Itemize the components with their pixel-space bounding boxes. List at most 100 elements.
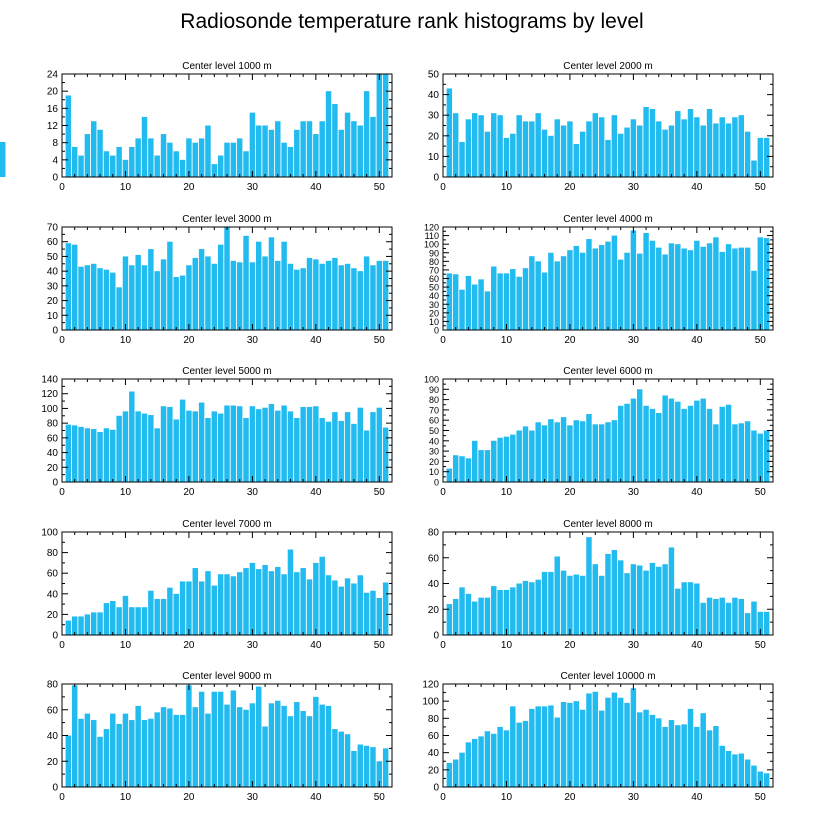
panel-title: Center level 2000 m [563,61,653,72]
y-tick-label: 20 [429,308,439,318]
histogram-bar [116,146,122,177]
histogram-bar [675,244,681,330]
histogram-bar [744,131,751,177]
histogram-bar [84,428,91,482]
histogram-bar [249,406,256,482]
histogram-bar [548,571,554,635]
histogram-bar [211,164,218,178]
histogram-bar [167,406,173,482]
histogram-bar [141,413,148,482]
y-tick-label: 24 [47,70,59,81]
x-tick-label: 40 [310,640,322,651]
y-tick-label: 60 [428,731,440,742]
x-tick-label: 10 [501,335,513,346]
histogram-bar [135,607,141,635]
histogram-bar [160,707,167,787]
histogram-bar [522,268,529,330]
histogram-bar [567,250,573,330]
histogram-bar [65,95,72,177]
x-tick-label: 30 [628,182,640,193]
histogram-bar [719,117,725,177]
histogram-bar [332,580,338,635]
histogram-bar [256,241,262,330]
histogram-bar [0,141,6,177]
x-tick-label: 50 [374,487,386,498]
y-tick-label: 4 [52,155,58,166]
histogram-bar [503,273,510,330]
histogram-bar [675,725,681,787]
histogram-bar [592,691,599,787]
x-tick-label: 40 [310,335,322,346]
histogram-bar [275,410,281,482]
histogram-bar [376,260,383,330]
histogram-bar [236,262,243,330]
y-tick-label: 16 [47,104,59,115]
histogram-bar [167,241,173,330]
y-tick-label: 100 [422,697,439,708]
histogram-bar [617,133,624,177]
histogram-bar [675,111,681,177]
histogram-bar [681,582,687,635]
histogram-bar [617,560,624,635]
histogram-bar [643,233,649,330]
histogram-bar [637,565,643,635]
histogram-bar [230,142,237,177]
histogram-bar [116,415,122,482]
histogram-bar [548,252,554,330]
x-tick-label: 0 [440,335,446,346]
histogram-bar [611,115,618,177]
histogram-bar [122,595,129,635]
histogram-bar [78,718,84,787]
histogram-bar [452,274,459,330]
histogram-bar [617,259,624,330]
histogram-bar [71,616,78,635]
y-tick-label: 0 [52,783,58,794]
histogram-bar [110,155,116,177]
histogram-bar [167,708,173,787]
histogram-bar [256,569,262,635]
x-tick-label: 40 [310,487,322,498]
x-tick-label: 10 [501,487,513,498]
histogram-bar [154,428,160,482]
histogram-bar [230,260,237,330]
histogram-bar [71,146,78,177]
histogram-bar [472,284,478,330]
x-tick-label: 20 [183,640,195,651]
histogram-bar [465,458,472,482]
histogram-bar [129,720,135,787]
y-tick-label: 40 [429,291,439,301]
histogram-bar [230,690,237,787]
histogram-bar [256,686,262,787]
x-tick-label: 20 [564,182,576,193]
y-tick-label: 12 [47,121,59,132]
histogram-bar [719,251,725,330]
histogram-bar [370,412,376,482]
x-tick-label: 40 [310,182,322,193]
y-tick-label: 80 [47,548,59,559]
histogram-bar [338,129,344,177]
histogram-bar [446,604,453,635]
histogram-bar [478,115,484,177]
histogram-bar [211,585,218,635]
x-tick-label: 0 [440,182,446,193]
histogram-bar [503,137,510,177]
histogram-panel: Center level 1000 m 0 10 20 30 40 50 0 4 8 12 16 20 2… [47,61,393,193]
histogram-bar [687,405,694,482]
histogram-bar [617,405,624,482]
histogram-bar [78,266,84,330]
histogram-bar [135,254,141,330]
y-tick-label: 0 [52,326,58,337]
histogram-bar [154,271,160,330]
histogram-bar [554,119,560,177]
x-tick-label: 40 [691,182,703,193]
histogram-bar [281,405,287,482]
histogram-bar [217,155,224,177]
histogram-bar [763,137,770,177]
histogram-bar [198,249,205,330]
y-tick-label: 20 [47,296,59,307]
histogram-bar [154,598,160,635]
histogram-bar [186,685,192,787]
x-tick-label: 10 [501,182,513,193]
histogram-bar [713,726,719,787]
histogram-bar [382,427,389,482]
